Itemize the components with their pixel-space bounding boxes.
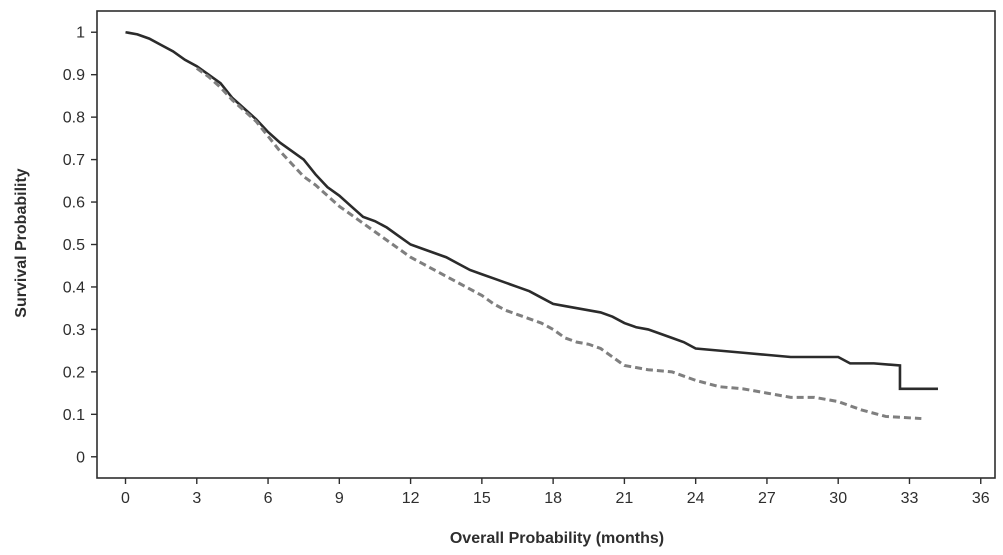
y-tick-label: 0.4 (63, 279, 85, 296)
plot-frame (96, 10, 996, 479)
x-tick-label: 12 (402, 490, 420, 507)
x-tick-label: 30 (829, 490, 847, 507)
y-tick-label: 0.3 (63, 322, 85, 339)
y-tick-label: 0.6 (63, 195, 85, 212)
x-tick-label: 21 (615, 490, 633, 507)
y-tick-label: 1 (76, 25, 85, 42)
x-axis-title: Overall Probability (months) (450, 530, 664, 547)
survival-curve-1 (125, 30, 938, 391)
y-tick-label: 0.5 (63, 237, 85, 254)
x-tick-label: 27 (758, 490, 776, 507)
x-tick-label: 18 (544, 490, 562, 507)
y-tick-label: 0.8 (63, 110, 85, 127)
x-tick-label: 33 (901, 490, 919, 507)
x-tick-label: 0 (121, 490, 130, 507)
y-tick-label: 0.2 (63, 364, 85, 381)
x-tick-label: 15 (473, 490, 491, 507)
x-tick-label: 36 (972, 490, 990, 507)
y-tick-label: 0.1 (63, 407, 85, 424)
y-tick-label: 0 (76, 449, 85, 466)
y-tick-label: 0.7 (63, 152, 85, 169)
x-tick-label: 24 (687, 490, 705, 507)
y-tick-label: 0.9 (63, 67, 85, 84)
y-axis-title: Survival Probability (13, 168, 30, 317)
x-tick-label: 3 (192, 490, 201, 507)
x-tick-label: 9 (335, 490, 344, 507)
plot-layer: 00.10.20.30.40.50.60.70.80.910 3 6 9 12 15 18 2… (63, 10, 996, 507)
x-tick-label: 6 (264, 490, 273, 507)
survival-curve-2 (195, 67, 922, 421)
